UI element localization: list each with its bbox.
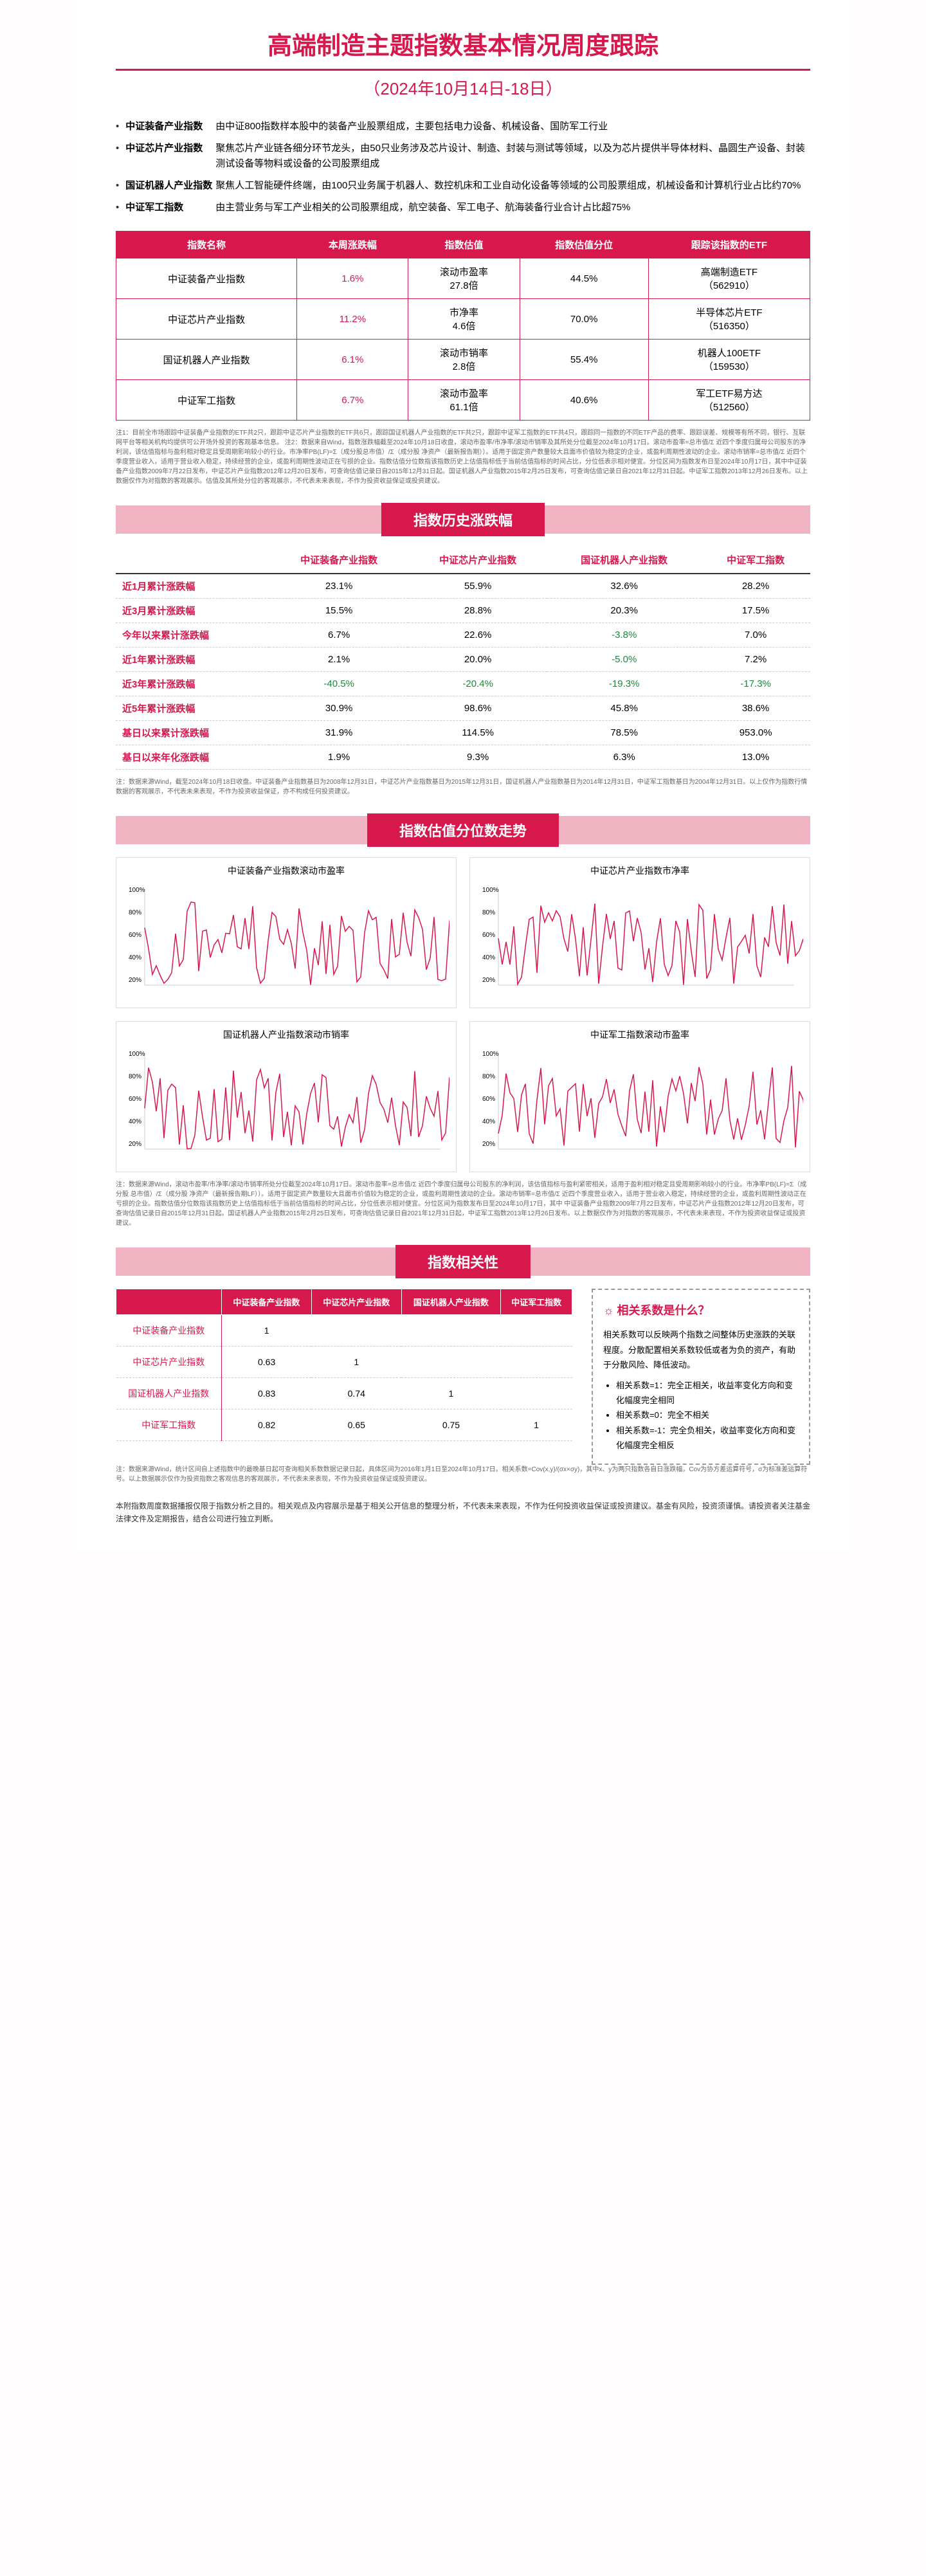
page-subtitle: （2024年10月14日-18日）: [116, 76, 810, 100]
desc-text: 聚焦芯片产业链各细分环节龙头，由50只业务涉及芯片设计、制造、封装与测试等领域，…: [215, 141, 810, 172]
svg-text:40%: 40%: [129, 954, 141, 961]
note-2: 注：数据来源Wind，截至2024年10月18日收盘。中证装备产业指数基日为20…: [116, 777, 810, 797]
table-header: 指数估值分位: [520, 231, 648, 259]
table-header: 中证军工指数: [701, 547, 810, 574]
svg-text:100%: 100%: [129, 1051, 145, 1058]
corr-bullet: 相关系数=1：完全正相关，收益率变化方向和变化幅度完全相同: [616, 1378, 799, 1408]
table-header: 国证机器人产业指数: [401, 1289, 500, 1315]
table-header: 国证机器人产业指数: [547, 547, 701, 574]
history-performance-table: 中证装备产业指数中证芯片产业指数国证机器人产业指数中证军工指数 近1月累计涨跌幅…: [116, 547, 810, 770]
svg-text:20%: 20%: [129, 1141, 141, 1148]
desc-label: 国证机器人产业指数: [125, 178, 215, 194]
table-header: 中证装备产业指数: [221, 1289, 311, 1315]
svg-text:60%: 60%: [482, 932, 495, 939]
table-header: 中证装备产业指数: [269, 547, 408, 574]
desc-text: 由主营业务与军工产业相关的公司股票组成，航空装备、军工电子、航海装备行业合计占比…: [215, 200, 810, 215]
svg-text:100%: 100%: [482, 887, 499, 894]
svg-text:20%: 20%: [482, 1141, 495, 1148]
svg-text:60%: 60%: [129, 1096, 141, 1103]
footer-disclaimer: 本附指数周度数据播报仅限于指数分析之目的。相关观点及内容展示是基于相关公开信息的…: [116, 1500, 810, 1526]
table-header: 中证军工指数: [501, 1289, 572, 1315]
chart-box: 中证装备产业指数滚动市盈率 100% 80% 60% 40% 20%: [116, 857, 457, 1008]
table-header: [116, 547, 269, 574]
table-header: 中证芯片产业指数: [408, 547, 547, 574]
desc-label: 中证军工指数: [125, 200, 215, 215]
corr-bullet: 相关系数=0：完全不相关: [616, 1408, 799, 1422]
svg-text:100%: 100%: [482, 1051, 499, 1058]
chart-box: 中证芯片产业指数市净率 100% 80% 60% 40% 20%: [469, 857, 810, 1008]
note-3: 注：数据来源Wind，滚动市盈率/市净率/滚动市销率所处分位截至2024年10月…: [116, 1180, 810, 1228]
table-header: 跟踪该指数的ETF: [648, 231, 810, 259]
svg-text:40%: 40%: [129, 1118, 141, 1125]
section-banner-history: 指数历史涨跌幅: [116, 505, 810, 534]
section-banner-correlation: 指数相关性: [116, 1247, 810, 1276]
svg-text:40%: 40%: [482, 954, 495, 961]
svg-text:80%: 80%: [482, 909, 495, 916]
svg-text:60%: 60%: [129, 932, 141, 939]
desc-label: 中证装备产业指数: [125, 119, 215, 134]
desc-label: 中证芯片产业指数: [125, 141, 215, 172]
svg-text:80%: 80%: [482, 1073, 495, 1080]
svg-text:60%: 60%: [482, 1096, 495, 1103]
note-4: 注：数据来源Wind，统计区间自上述指数中的最晚基日起可查询相关系数数据记录日起…: [116, 1465, 810, 1484]
svg-text:40%: 40%: [482, 1118, 495, 1125]
page-title: 高端制造主题指数基本情况周度跟踪: [116, 26, 810, 71]
description-list: •中证装备产业指数由中证800指数样本股中的装备产业股票组成，主要包括电力设备、…: [116, 119, 810, 215]
desc-text: 聚焦人工智能硬件终端，由100只业务属于机器人、数控机床和工业自动化设备等领域的…: [215, 178, 810, 194]
correlation-table: 中证装备产业指数中证芯片产业指数国证机器人产业指数中证军工指数 中证装备产业指数…: [116, 1289, 572, 1441]
table-header: 本周涨跌幅: [297, 231, 408, 259]
corr-bullet: 相关系数=-1：完全负相关，收益率变化方向和变化幅度完全相反: [616, 1423, 799, 1453]
table-header: 指数估值: [408, 231, 520, 259]
desc-text: 由中证800指数样本股中的装备产业股票组成，主要包括电力设备、机械设备、国防军工…: [215, 119, 810, 134]
svg-text:20%: 20%: [129, 977, 141, 984]
note-1: 注1：目前全市场跟踪中证装备产业指数的ETF共2只，跟踪中证芯片产业指数的ETF…: [116, 428, 810, 486]
table-header: 指数名称: [116, 231, 297, 259]
chart-box: 中证军工指数滚动市盈率 100% 80% 60% 40% 20%: [469, 1021, 810, 1172]
svg-text:20%: 20%: [482, 977, 495, 984]
valuation-charts: 中证装备产业指数滚动市盈率 100% 80% 60% 40% 20% 中证芯片产…: [116, 857, 810, 1172]
index-summary-table: 指数名称本周涨跌幅指数估值指数估值分位跟踪该指数的ETF 中证装备产业指数1.6…: [116, 231, 810, 421]
chart-box: 国证机器人产业指数滚动市销率 100% 80% 60% 40% 20%: [116, 1021, 457, 1172]
table-header: 中证芯片产业指数: [311, 1289, 401, 1315]
correlation-info-box: 相关系数是什么？ 相关系数可以反映两个指数之间整体历史涨跌的关联程度。分散配置相…: [592, 1289, 810, 1465]
svg-text:100%: 100%: [129, 887, 145, 894]
svg-text:80%: 80%: [129, 1073, 141, 1080]
svg-text:80%: 80%: [129, 909, 141, 916]
section-banner-valuation: 指数估值分位数走势: [116, 816, 810, 844]
table-header: [116, 1289, 222, 1315]
